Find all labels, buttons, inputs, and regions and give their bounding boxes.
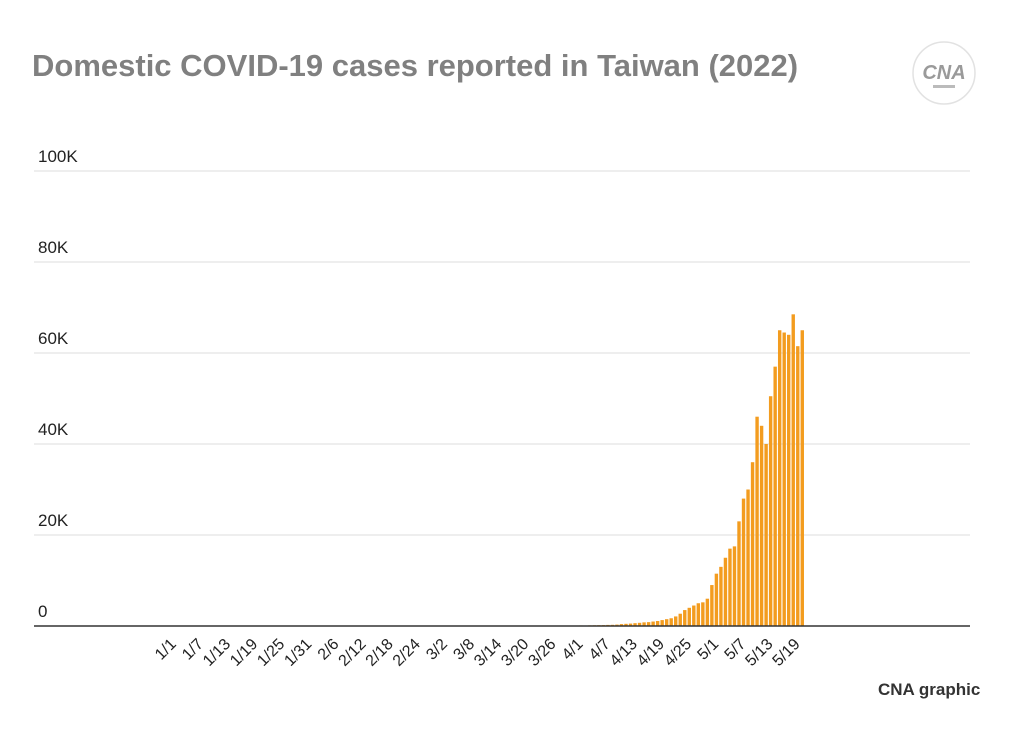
bar: [723, 557, 728, 626]
bar: [791, 314, 795, 626]
bar: [755, 416, 759, 626]
bar: [678, 613, 682, 626]
x-tick-label: 3/20: [498, 636, 532, 670]
bar: [764, 444, 768, 626]
bar: [796, 346, 800, 626]
bar: [633, 623, 637, 626]
bar: [701, 602, 705, 626]
bar: [651, 621, 655, 626]
bar: [719, 566, 723, 626]
bar: [619, 624, 624, 626]
bar: [714, 573, 719, 626]
x-tick-label: 4/19: [634, 636, 668, 670]
x-tick-label: 5/13: [742, 636, 776, 670]
x-tick-label: 4/13: [607, 636, 641, 670]
bar: [750, 462, 755, 626]
bar: [782, 332, 786, 626]
bar: [692, 605, 696, 626]
x-tick-label: 1/31: [281, 636, 315, 670]
bar: [664, 619, 669, 626]
bar: [655, 620, 660, 626]
y-tick-label: 100K: [38, 147, 78, 166]
x-tick-label: 3/14: [471, 636, 505, 670]
bar: [669, 618, 673, 626]
x-tick-label: 1/19: [227, 636, 261, 670]
x-tick-label: 5/19: [770, 636, 804, 670]
bar: [737, 521, 741, 626]
x-tick-label: 5/1: [694, 636, 722, 664]
x-tick-label: 3/26: [525, 636, 559, 670]
bar: [768, 396, 773, 626]
credit-text: CNA graphic: [878, 680, 981, 699]
x-tick-label: 4/1: [559, 636, 587, 664]
x-tick-label: 2/18: [363, 636, 397, 670]
bar: [696, 603, 701, 626]
bar: [800, 330, 804, 626]
x-tick-label: 3/2: [423, 636, 451, 664]
bar: [683, 610, 687, 626]
svg-text:CNA: CNA: [922, 62, 965, 84]
x-tick-label: 2/12: [336, 636, 370, 670]
y-tick-label: 40K: [38, 420, 69, 439]
bar: [660, 620, 664, 626]
bar: [687, 607, 691, 626]
x-tick-label: 4/25: [661, 636, 695, 670]
x-tick-label: 1/13: [200, 636, 234, 670]
y-tick-label: 80K: [38, 238, 69, 257]
bar: [777, 330, 782, 626]
bar: [705, 598, 710, 626]
bar: [773, 366, 777, 626]
x-tick-label: 2/24: [390, 636, 424, 670]
bar: [741, 498, 746, 626]
chart-title: Domestic COVID-19 cases reported in Taiw…: [32, 48, 799, 83]
bar: [728, 548, 732, 626]
bar: [674, 616, 678, 626]
bar: [787, 334, 791, 626]
y-tick-label: 20K: [38, 511, 69, 530]
bar: [628, 623, 633, 626]
y-tick-label: 0: [38, 602, 47, 621]
bar: [646, 622, 651, 626]
bar: [759, 425, 764, 626]
x-tick-label: 1/1: [152, 636, 180, 664]
y-tick-label: 60K: [38, 329, 69, 348]
bar: [746, 489, 750, 626]
cna-logo-icon: CNA: [912, 41, 976, 105]
bar: [642, 622, 646, 626]
x-tick-label: 1/25: [254, 636, 288, 670]
bar: [710, 585, 714, 626]
bar: [732, 546, 737, 626]
bar: [624, 623, 628, 626]
bar: [637, 622, 642, 626]
